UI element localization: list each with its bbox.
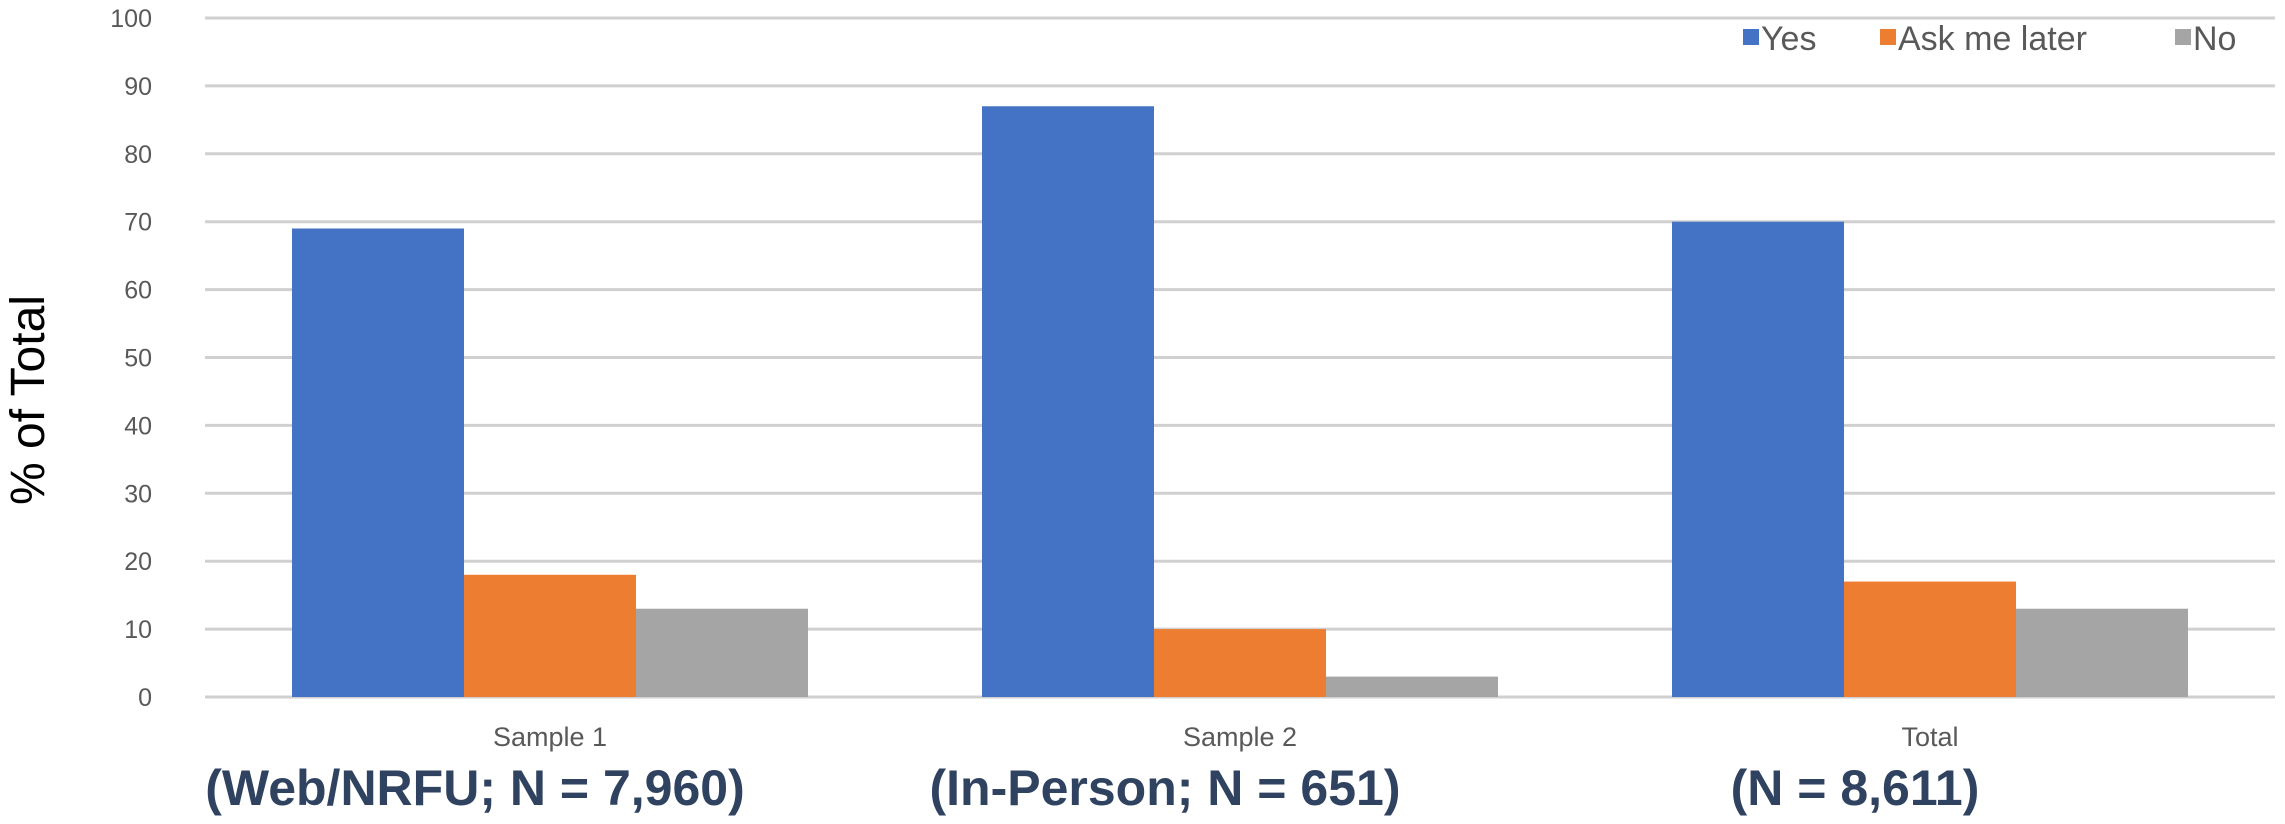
- y-tick-label: 0: [138, 684, 152, 712]
- legend-swatch-ask-me-later: [1880, 29, 1896, 45]
- y-tick-label: 30: [124, 480, 152, 508]
- x-category-label: Sample 1: [493, 722, 607, 752]
- bar-no-1: [636, 608, 808, 697]
- legend: Yes Ask me later No: [1743, 20, 2236, 58]
- y-tick-label: 40: [124, 412, 152, 440]
- x-category-sublabel: (Web/NRFU; N = 7,960): [205, 760, 744, 816]
- y-tick-label: 60: [124, 277, 152, 305]
- x-category-label: Sample 2: [1183, 722, 1297, 752]
- y-axis-ticks: 0 10 20 30 40 50 60 70 80 90 100: [110, 5, 152, 712]
- bar-ask-me-later-2: [1154, 629, 1326, 697]
- legend-swatch-yes: [1743, 29, 1759, 45]
- y-axis-label: % of Total: [2, 295, 55, 505]
- y-tick-label: 50: [124, 345, 152, 373]
- legend-label-ask-me-later: Ask me later: [1898, 20, 2087, 58]
- bars: [292, 106, 2188, 698]
- bar-ask-me-later-3: [1844, 581, 2016, 697]
- bar-ask-me-later-1: [464, 574, 636, 697]
- x-category-sublabel: (N = 8,611): [1731, 760, 1980, 816]
- bar-no-3: [2016, 608, 2188, 697]
- legend-label-yes: Yes: [1761, 20, 1816, 58]
- x-category-label: Total: [1901, 722, 1958, 752]
- legend-swatch-no: [2175, 29, 2191, 45]
- legend-label-no: No: [2193, 20, 2236, 58]
- bar-yes-2: [982, 106, 1154, 697]
- y-tick-label: 10: [124, 616, 152, 644]
- bar-yes-3: [1672, 221, 1844, 697]
- y-tick-label: 20: [124, 548, 152, 576]
- y-tick-label: 80: [124, 141, 152, 169]
- y-tick-label: 100: [110, 5, 152, 33]
- y-tick-label: 70: [124, 209, 152, 237]
- bar-no-2: [1326, 676, 1498, 697]
- bar-yes-1: [292, 228, 464, 698]
- x-axis-labels: Sample 1 (Web/NRFU; N = 7,960) Sample 2 (In…: [205, 722, 1979, 816]
- y-tick-label: 90: [124, 73, 152, 101]
- x-category-sublabel: (In-Person; N = 651): [930, 760, 1401, 816]
